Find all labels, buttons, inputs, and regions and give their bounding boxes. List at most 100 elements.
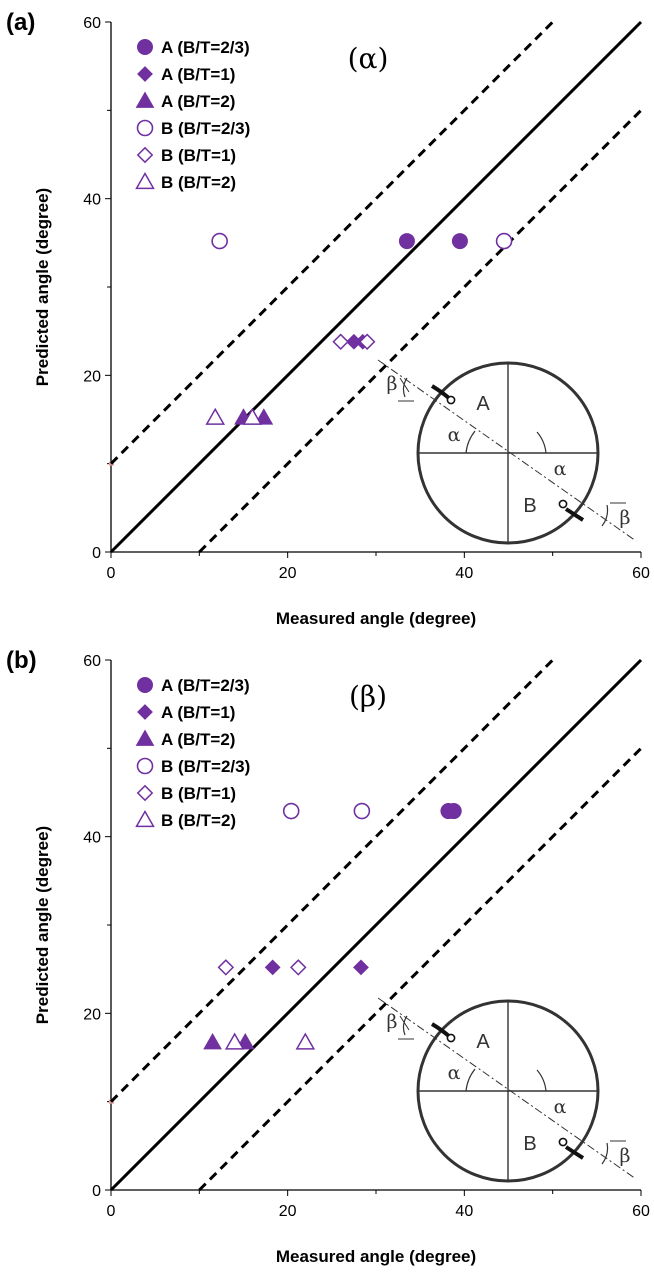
legend-marker [137, 677, 153, 693]
inset-port-b [558, 1137, 568, 1147]
y-tick-label: 0 [92, 545, 101, 562]
data-point [445, 803, 462, 820]
data-points [205, 232, 513, 425]
axes: 0 20 40 60 0 20 40 60 Measured angle (degree) Pre… [33, 15, 650, 628]
reference-lines [109, 658, 643, 1192]
legend: A (B/T=2/3) A (B/T=1) A (B/T=2) B (B/T=2/3)… [135, 676, 250, 830]
inset-angle-arc [402, 377, 408, 398]
y-tick-label: 20 [83, 368, 101, 385]
data-point [495, 232, 513, 250]
data-point [282, 802, 300, 820]
inset-diagonal-line [377, 997, 637, 1180]
y-tick-label: 60 [83, 653, 101, 670]
inset-tick [399, 377, 410, 393]
legend-label: B (B/T=1) [161, 784, 236, 803]
inset-angle-arc [465, 430, 476, 454]
x-tick-label: 40 [455, 1203, 473, 1220]
chart-title: (β) [349, 680, 387, 713]
data-point [211, 232, 228, 250]
data-point [358, 333, 376, 351]
panel-label: (a) [6, 9, 35, 36]
legend-label: B (B/T=1) [161, 146, 236, 165]
data-point [264, 959, 281, 976]
legend-label: A (B/T=2/3) [161, 38, 250, 57]
data-point [217, 959, 235, 976]
chart-title: (α) [348, 42, 389, 75]
inset-beta-right: β [620, 1145, 631, 1167]
identity-line [109, 658, 643, 1192]
inset-alpha-right: α [554, 1096, 567, 1118]
data-points [203, 802, 462, 1050]
legend: A (B/T=2/3) A (B/T=1) A (B/T=2) B (B/T=2/3)… [135, 38, 250, 192]
inset-beta-left: β [387, 1011, 398, 1033]
x-tick-label: 20 [279, 565, 297, 582]
y-axis-title: Predicted angle (degree) [33, 188, 52, 386]
chart-panel-b: (b) 0 20 40 60 0 20 40 60 Measured angle (degree… [0, 638, 654, 1276]
legend-label: B (B/T=2/3) [161, 757, 250, 776]
panel-label: (b) [6, 647, 37, 674]
data-point [398, 233, 415, 250]
legend-label: A (B/T=2/3) [161, 676, 250, 695]
data-point [242, 407, 263, 425]
data-point [353, 959, 369, 976]
chart-svg-a: (a) 0 20 40 60 0 20 40 60 Measured angle (degree… [6, 9, 650, 628]
legend-marker [135, 91, 155, 108]
axes: 0 20 40 60 0 20 40 60 Measured angle (degree) Pre… [33, 653, 650, 1266]
x-tick-label: 60 [632, 1203, 650, 1220]
legend-label: A (B/T=2) [161, 730, 235, 749]
data-point [295, 1032, 316, 1050]
inset-alpha-right: α [554, 458, 567, 480]
legend-marker [135, 729, 155, 746]
legend-label: A (B/T=2) [161, 92, 235, 111]
inset-angle-arc [601, 504, 609, 527]
legend-label: B (B/T=2) [161, 811, 236, 830]
x-tick-label: 60 [632, 565, 650, 582]
legend-marker [135, 171, 155, 190]
chart-svg-b: (b) 0 20 40 60 0 20 40 60 Measured angle (degree… [6, 647, 650, 1266]
inset-alpha-left: α [448, 424, 461, 446]
inset-alpha-left: α [448, 1062, 461, 1084]
chart-panel-a: (a) 0 20 40 60 0 20 40 60 Measured angle (degree… [0, 0, 654, 638]
legend-marker [137, 66, 153, 82]
y-axis-title: Predicted angle (degree) [33, 826, 52, 1024]
inset-diagonal-line [377, 359, 637, 542]
inset-tick [399, 1015, 410, 1031]
legend-marker [136, 757, 154, 775]
inset-label-a: A [476, 1031, 490, 1053]
inset-angle-arc [536, 431, 547, 454]
dashed-bound-line [198, 109, 643, 554]
inset-angle-arc [465, 1068, 476, 1092]
inset-angle-arc [536, 1069, 547, 1092]
x-axis-title: Measured angle (degree) [276, 1247, 476, 1266]
inset-diagram: A Bα α β β [377, 997, 637, 1183]
legend-label: A (B/T=1) [161, 703, 235, 722]
inset-label-a: A [476, 393, 490, 415]
dashed-bound-line [198, 747, 643, 1192]
inset-port-segment [564, 507, 585, 522]
legend-marker [136, 119, 154, 137]
data-point [290, 959, 307, 976]
x-tick-label: 0 [107, 1203, 116, 1220]
legend-marker [136, 784, 154, 802]
inset-beta-left: β [387, 373, 398, 395]
inset-angle-arc [601, 1142, 609, 1165]
legend-marker [135, 809, 155, 828]
data-point [205, 407, 226, 425]
y-tick-label: 0 [92, 1183, 101, 1200]
inset-port-a [446, 395, 456, 405]
x-axis-title: Measured angle (degree) [276, 609, 476, 628]
x-tick-label: 20 [279, 1203, 297, 1220]
y-tick-label: 20 [83, 1006, 101, 1023]
data-point [353, 802, 371, 820]
legend-label: A (B/T=1) [161, 65, 235, 84]
data-point [451, 233, 468, 250]
inset-diagram: A Bα α β β [377, 359, 637, 545]
x-tick-label: 0 [107, 565, 116, 582]
inset-port-b [558, 499, 568, 509]
inset-angle-arc [402, 1015, 408, 1036]
inset-port-segment [564, 1145, 585, 1160]
y-tick-label: 60 [83, 15, 101, 32]
legend-label: B (B/T=2) [161, 173, 236, 192]
inset-label-b: B [523, 495, 536, 517]
legend-marker [137, 39, 153, 55]
